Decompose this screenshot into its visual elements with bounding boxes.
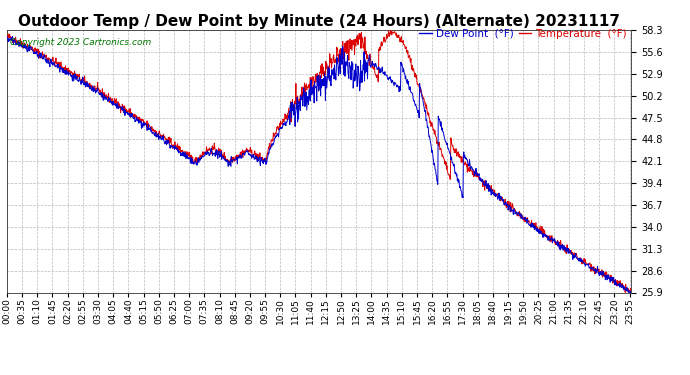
Legend: Dew Point  (°F), Temperature  (°F): Dew Point (°F), Temperature (°F) xyxy=(415,25,631,43)
Title: Outdoor Temp / Dew Point by Minute (24 Hours) (Alternate) 20231117: Outdoor Temp / Dew Point by Minute (24 H… xyxy=(18,14,620,29)
Text: Copyright 2023 Cartronics.com: Copyright 2023 Cartronics.com xyxy=(10,38,151,47)
